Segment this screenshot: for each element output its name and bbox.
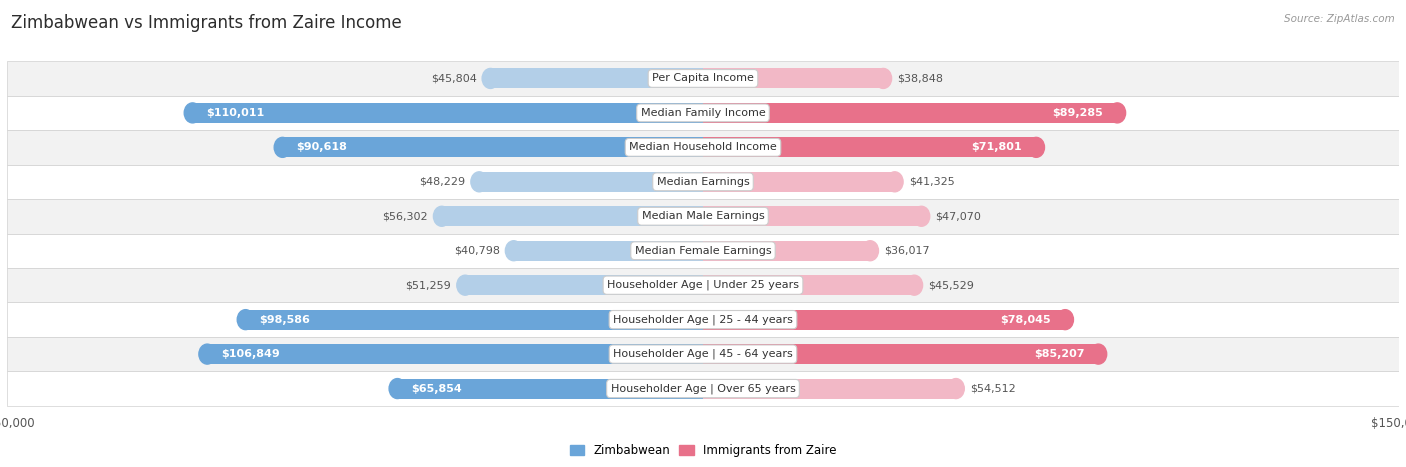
Text: Zimbabwean vs Immigrants from Zaire Income: Zimbabwean vs Immigrants from Zaire Inco…: [11, 14, 402, 32]
Text: $36,017: $36,017: [884, 246, 929, 256]
Bar: [703, 275, 914, 295]
Ellipse shape: [1109, 103, 1126, 123]
Ellipse shape: [505, 241, 522, 261]
Text: Median Male Earnings: Median Male Earnings: [641, 211, 765, 221]
Bar: [7, 303, 1399, 337]
Bar: [703, 379, 956, 398]
Bar: [7, 164, 1399, 199]
Bar: [465, 275, 703, 295]
Ellipse shape: [1090, 344, 1107, 364]
Text: Householder Age | 25 - 44 years: Householder Age | 25 - 44 years: [613, 314, 793, 325]
Bar: [513, 241, 703, 261]
Text: $41,325: $41,325: [908, 177, 955, 187]
Bar: [7, 199, 1399, 234]
Ellipse shape: [471, 172, 488, 192]
Bar: [441, 206, 703, 226]
Bar: [207, 344, 703, 364]
Bar: [703, 172, 894, 192]
Text: $89,285: $89,285: [1053, 108, 1104, 118]
Text: $48,229: $48,229: [419, 177, 465, 187]
Ellipse shape: [184, 103, 201, 123]
Text: $106,849: $106,849: [221, 349, 280, 359]
Text: $56,302: $56,302: [382, 211, 427, 221]
Text: Source: ZipAtlas.com: Source: ZipAtlas.com: [1284, 14, 1395, 24]
Ellipse shape: [862, 241, 879, 261]
Text: Median Female Earnings: Median Female Earnings: [634, 246, 772, 256]
Bar: [7, 268, 1399, 303]
Bar: [7, 61, 1399, 96]
Text: $47,070: $47,070: [935, 211, 981, 221]
Legend: Zimbabwean, Immigrants from Zaire: Zimbabwean, Immigrants from Zaire: [565, 439, 841, 462]
Text: $78,045: $78,045: [1001, 315, 1052, 325]
Text: Median Household Income: Median Household Income: [628, 142, 778, 152]
Ellipse shape: [433, 206, 450, 226]
Text: $85,207: $85,207: [1033, 349, 1084, 359]
Ellipse shape: [875, 69, 891, 88]
Bar: [7, 234, 1399, 268]
Ellipse shape: [948, 379, 965, 398]
Bar: [398, 379, 703, 398]
Bar: [703, 241, 870, 261]
Text: $65,854: $65,854: [412, 383, 463, 394]
Bar: [703, 103, 1118, 123]
Text: $54,512: $54,512: [970, 383, 1015, 394]
Bar: [703, 206, 921, 226]
Text: $110,011: $110,011: [207, 108, 264, 118]
Text: Median Family Income: Median Family Income: [641, 108, 765, 118]
Bar: [7, 96, 1399, 130]
Ellipse shape: [1028, 137, 1045, 157]
Ellipse shape: [886, 172, 903, 192]
Bar: [7, 130, 1399, 164]
Bar: [703, 69, 883, 88]
Bar: [283, 137, 703, 157]
Text: $45,529: $45,529: [928, 280, 974, 290]
Text: Householder Age | Over 65 years: Householder Age | Over 65 years: [610, 383, 796, 394]
Bar: [7, 371, 1399, 406]
Bar: [7, 337, 1399, 371]
Text: Householder Age | Under 25 years: Householder Age | Under 25 years: [607, 280, 799, 290]
Text: $51,259: $51,259: [405, 280, 451, 290]
Ellipse shape: [389, 379, 406, 398]
Text: Median Earnings: Median Earnings: [657, 177, 749, 187]
Text: Householder Age | 45 - 64 years: Householder Age | 45 - 64 years: [613, 349, 793, 359]
Ellipse shape: [912, 206, 929, 226]
Bar: [491, 69, 703, 88]
Bar: [703, 344, 1098, 364]
Ellipse shape: [238, 310, 254, 330]
Bar: [193, 103, 703, 123]
Ellipse shape: [457, 275, 474, 295]
Text: $71,801: $71,801: [972, 142, 1022, 152]
Ellipse shape: [905, 275, 922, 295]
Text: Per Capita Income: Per Capita Income: [652, 73, 754, 84]
Ellipse shape: [274, 137, 291, 157]
Text: $40,798: $40,798: [454, 246, 499, 256]
Bar: [246, 310, 703, 330]
Text: $90,618: $90,618: [297, 142, 347, 152]
Text: $98,586: $98,586: [260, 315, 311, 325]
Bar: [479, 172, 703, 192]
Ellipse shape: [482, 69, 499, 88]
Bar: [703, 310, 1066, 330]
Ellipse shape: [1057, 310, 1073, 330]
Bar: [703, 137, 1036, 157]
Ellipse shape: [198, 344, 215, 364]
Text: $38,848: $38,848: [897, 73, 943, 84]
Text: $45,804: $45,804: [430, 73, 477, 84]
